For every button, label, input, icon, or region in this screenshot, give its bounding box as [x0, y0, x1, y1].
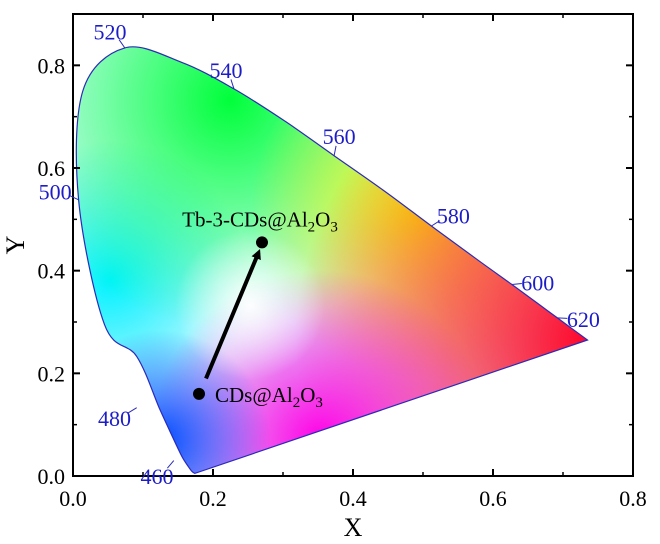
data-points: CDs@Al2O3 Tb-3-CDs@Al2O3: [182, 207, 338, 410]
wavelength-label: 480: [98, 406, 131, 431]
gamut-fill: [76, 46, 588, 474]
wavelength-label: 460: [141, 464, 174, 489]
y-tick-label: 0.4: [38, 259, 66, 284]
data-point: [256, 236, 268, 249]
y-axis-title: Y: [1, 235, 30, 254]
y-tick-label: 0.0: [38, 464, 66, 489]
wavelength-label: 620: [567, 307, 600, 332]
x-tick-label: 0.8: [619, 486, 647, 511]
wavelength-tick: [127, 407, 137, 414]
x-tick-labels: 0.0 0.2 0.4 0.6 0.8: [59, 486, 647, 511]
x-tick-label: 0.2: [199, 486, 227, 511]
y-tick-label: 0.8: [38, 53, 66, 78]
wavelength-tick: [511, 282, 522, 286]
x-tick-label: 0.4: [339, 486, 367, 511]
data-point: [193, 387, 205, 400]
wavelength-tick: [69, 195, 79, 201]
wavelength-tick: [333, 145, 337, 156]
wavelength-tick: [431, 220, 441, 227]
wavelength-tick: [166, 460, 175, 469]
data-point-label: Tb-3-CDs@Al2O3: [182, 207, 338, 235]
x-tick-label: 0.0: [59, 486, 87, 511]
x-tick-label: 0.6: [479, 486, 507, 511]
x-axis-title: X: [344, 513, 363, 542]
axis-ticks: [72, 14, 634, 477]
wavelength-label: 560: [323, 124, 356, 149]
wavelength-label: 600: [521, 270, 554, 295]
y-tick-label: 0.6: [38, 156, 66, 181]
wavelength-tick: [230, 79, 235, 90]
y-tick-label: 0.2: [38, 361, 66, 386]
shift-arrow: [204, 249, 261, 380]
wavelength-label: 520: [93, 19, 126, 44]
wavelength-label: 500: [39, 179, 72, 204]
wavelength-tick: [118, 39, 126, 49]
wavelength-label: 580: [437, 203, 470, 228]
wavelength-labels: 460 480 500 520 540 560 580 600 620: [39, 19, 600, 488]
data-point-label: CDs@Al2O3: [215, 383, 323, 411]
wavelength-label: 540: [210, 58, 243, 83]
y-tick-labels: 0.0 0.2 0.4 0.6 0.8: [38, 53, 66, 489]
spectral-locus-line: [75, 46, 589, 475]
